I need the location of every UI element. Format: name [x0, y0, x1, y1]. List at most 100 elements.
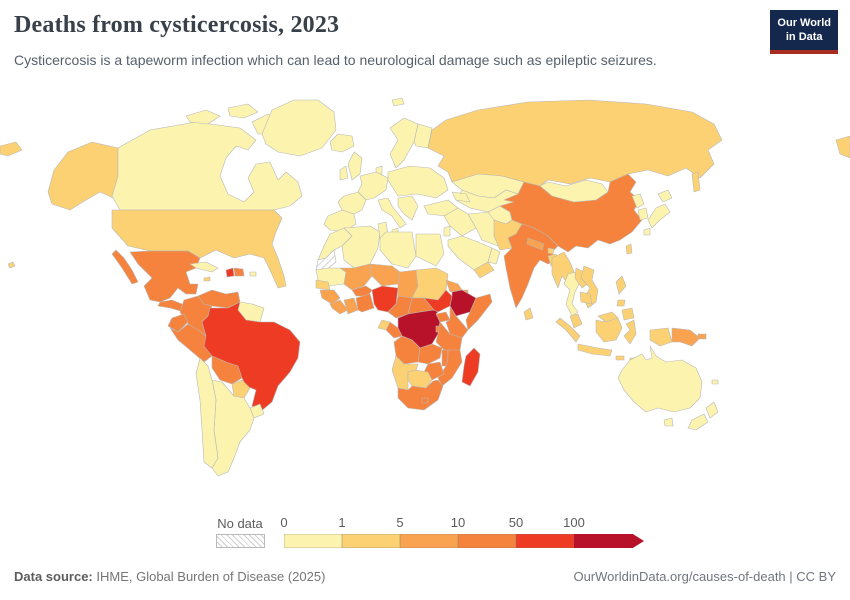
country-svalbard[interactable] — [391, 97, 405, 107]
country-india[interactable] — [503, 223, 559, 309]
country-mongolia[interactable] — [539, 179, 609, 203]
country-new-britain[interactable] — [697, 333, 707, 340]
legend-no-data-swatch[interactable] — [216, 534, 265, 548]
country-russia-wrap-left[interactable] — [0, 141, 23, 157]
country-united-states-hawaii[interactable] — [7, 261, 16, 269]
country-yemen[interactable] — [473, 261, 495, 279]
country-philippines-luzon[interactable] — [615, 275, 627, 295]
country-balkans-greece[interactable] — [397, 195, 419, 221]
legend-segment-0-1[interactable] — [284, 534, 342, 548]
country-indonesia-java[interactable] — [577, 343, 613, 357]
country-france[interactable] — [337, 191, 367, 215]
country-indonesia-papua[interactable] — [649, 327, 673, 347]
country-cuba[interactable] — [189, 261, 219, 273]
country-indonesia-sulawesi[interactable] — [623, 319, 637, 345]
country-jamaica[interactable] — [203, 276, 211, 282]
country-cambodia[interactable] — [579, 291, 593, 305]
country-gabon[interactable] — [377, 319, 391, 331]
country-iceland[interactable] — [329, 133, 355, 153]
country-bolivia[interactable] — [211, 355, 243, 385]
country-bhutan[interactable] — [547, 247, 555, 255]
country-oman[interactable] — [487, 247, 501, 265]
country-puerto-rico[interactable] — [249, 271, 257, 277]
country-united-states[interactable] — [111, 209, 287, 289]
country-finland[interactable] — [413, 123, 433, 149]
country-taiwan[interactable] — [625, 243, 633, 255]
country-norway-sweden[interactable] — [389, 117, 419, 169]
country-libya[interactable] — [379, 231, 417, 269]
country-nepal[interactable] — [526, 237, 545, 251]
legend-tick-0: 0 — [280, 515, 288, 530]
owid-logo[interactable]: Our World in Data — [770, 10, 838, 54]
country-ethiopia[interactable] — [449, 289, 477, 317]
country-united-kingdom[interactable] — [347, 151, 363, 181]
country-new-zealand-south[interactable] — [687, 413, 709, 431]
country-chile[interactable] — [195, 357, 219, 469]
country-dominican-republic[interactable] — [233, 267, 245, 277]
country-niger[interactable] — [369, 263, 401, 287]
country-italy[interactable] — [377, 197, 407, 229]
country-ireland[interactable] — [339, 165, 349, 181]
country-canada-arctic-1[interactable] — [185, 109, 221, 125]
world-map-svg — [0, 97, 850, 477]
country-angola[interactable] — [393, 335, 421, 365]
country-egypt[interactable] — [415, 233, 445, 267]
country-russia[interactable] — [427, 99, 723, 187]
country-madagascar[interactable] — [461, 347, 481, 387]
country-greenland[interactable] — [261, 99, 337, 157]
data-source-label: Data source: — [14, 569, 93, 584]
legend-tick-5: 5 — [396, 515, 404, 530]
country-ghana-togo-benin[interactable] — [355, 293, 375, 313]
country-canada-arctic-2[interactable] — [227, 103, 259, 119]
country-haiti[interactable] — [225, 267, 235, 278]
country-mexico[interactable] — [129, 250, 201, 303]
country-tasmania[interactable] — [663, 417, 674, 427]
country-pacific-islands[interactable] — [711, 379, 719, 385]
country-united-states-alaska[interactable] — [47, 141, 119, 211]
legend-segment-1-5[interactable] — [342, 534, 400, 548]
page-title: Deaths from cysticercosis, 2023 — [14, 12, 340, 38]
country-new-zealand-north[interactable] — [705, 401, 719, 419]
country-indonesia-sumatra[interactable] — [555, 317, 581, 343]
country-south-korea[interactable] — [637, 207, 649, 221]
country-sierra-leone-liberia[interactable] — [329, 299, 349, 315]
country-argentina[interactable] — [211, 379, 255, 477]
country-lesotho[interactable] — [421, 397, 429, 404]
country-guinea[interactable] — [319, 289, 341, 305]
country-lesser-sunda-1[interactable] — [615, 355, 625, 361]
country-germany-central-europe[interactable] — [357, 171, 389, 201]
country-north-korea[interactable] — [631, 193, 645, 209]
country-philippines-visayas[interactable] — [616, 299, 626, 307]
country-somalia[interactable] — [465, 293, 493, 331]
country-australia[interactable] — [617, 345, 703, 413]
country-russia-wrap-right[interactable] — [835, 135, 850, 159]
country-sri-lanka[interactable] — [523, 307, 534, 321]
country-japan-hokkaido[interactable] — [657, 189, 673, 203]
country-indonesia-kalimantan[interactable] — [595, 317, 623, 343]
country-eastern-europe[interactable] — [387, 165, 449, 199]
country-malaysia-west[interactable] — [569, 313, 583, 329]
country-ivory-coast[interactable] — [343, 297, 359, 315]
country-mexico-baja[interactable] — [111, 249, 139, 285]
legend-segment-50-100[interactable] — [516, 534, 574, 548]
data-source: Data source: IHME, Global Burden of Dise… — [14, 569, 325, 584]
legend-segment-100-plus[interactable] — [574, 534, 644, 548]
country-russia-sakhalin[interactable] — [691, 171, 701, 193]
country-japan-kyushu[interactable] — [643, 227, 651, 236]
legend-segment-10-50[interactable] — [458, 534, 516, 548]
country-ecuador[interactable] — [167, 313, 189, 333]
owid-url-link[interactable]: OurWorldinData.org/causes-of-death | CC … — [573, 569, 836, 584]
country-caucasus[interactable] — [451, 191, 471, 203]
country-brazil[interactable] — [201, 301, 301, 413]
country-mali[interactable] — [339, 263, 373, 291]
country-japan-honshu[interactable] — [647, 203, 671, 229]
country-papua-new-guinea[interactable] — [671, 327, 701, 347]
legend-segment-5-10[interactable] — [400, 534, 458, 548]
country-paraguay[interactable] — [231, 379, 251, 399]
country-philippines-mindanao[interactable] — [621, 307, 635, 321]
country-jordan-israel[interactable] — [443, 225, 451, 237]
country-south-africa[interactable] — [397, 379, 444, 411]
country-zambia[interactable] — [417, 343, 443, 365]
country-burkina-faso[interactable] — [351, 285, 373, 297]
